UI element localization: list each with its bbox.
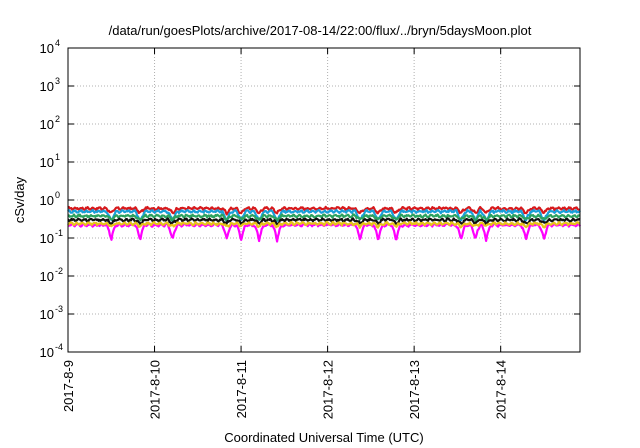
series-line-4 (67, 217, 581, 227)
y-axis-label: cSv/day (12, 176, 27, 223)
y-tick-exponent: -4 (55, 342, 63, 352)
y-tick-exponent: 2 (55, 114, 60, 124)
y-tick-label: 10 (40, 231, 54, 246)
y-tick-label: 10 (40, 79, 54, 94)
x-axis: 2017-8-9 2017-8-10 2017-8-11 2017-8-12 2017-… (61, 48, 509, 419)
grid (68, 48, 580, 352)
y-tick-exponent: 0 (55, 190, 60, 200)
y-tick-label: 10 (40, 269, 54, 284)
y-tick-label: 10 (40, 41, 54, 56)
x-tick-label: 2017-8-9 (61, 360, 76, 412)
x-tick-label: 2017-8-11 (234, 360, 249, 418)
y-tick-exponent: -1 (55, 228, 63, 238)
x-tick-label: 2017-8-10 (148, 360, 163, 419)
y-tick-label: 10 (40, 345, 54, 360)
y-tick-exponent: -2 (55, 266, 63, 276)
x-tick-label: 2017-8-13 (407, 360, 422, 419)
y-tick-exponent: 4 (55, 38, 60, 48)
chart-title: /data/run/goesPlots/archive/2017-08-14/2… (109, 23, 532, 38)
y-tick-label: 10 (40, 117, 54, 132)
x-tick-label: 2017-8-12 (321, 360, 336, 419)
series-line-1 (67, 205, 581, 216)
series-line-2 (67, 208, 581, 223)
y-tick-label: 10 (40, 193, 54, 208)
y-tick-exponent: -3 (55, 304, 63, 314)
y-tick-exponent: 1 (55, 152, 60, 162)
x-axis-label: Coordinated Universal Time (UTC) (224, 430, 423, 445)
series-line-6 (67, 221, 581, 229)
series-line-3 (67, 213, 581, 222)
series-group (67, 205, 581, 243)
y-tick-label: 10 (40, 155, 54, 170)
x-tick-label: 2017-8-14 (494, 360, 509, 419)
y-tick-label: 10 (40, 307, 54, 322)
y-tick-exponent: 3 (55, 76, 60, 86)
